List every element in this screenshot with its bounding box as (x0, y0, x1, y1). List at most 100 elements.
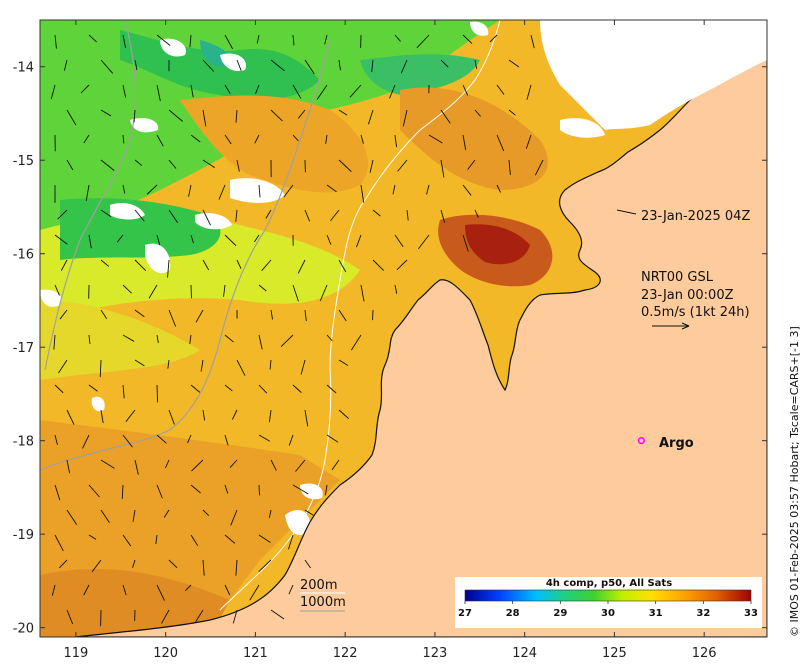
current-vector (122, 334, 135, 342)
current-vector (134, 309, 145, 318)
colorbar-background (455, 577, 762, 628)
current-vector (269, 359, 272, 370)
current-vector (54, 534, 64, 552)
y-tick-label: -14 (13, 61, 34, 76)
current-vector (189, 334, 192, 344)
cloud (285, 510, 311, 535)
sst-west-green (60, 198, 221, 260)
current-vector (338, 109, 348, 116)
current-vector (202, 109, 207, 127)
current-vector (280, 334, 294, 348)
current-vector (132, 559, 136, 568)
current-vector (156, 234, 161, 245)
current-vector (270, 309, 273, 320)
y-axis: -14 -15 -16 -17 -18 -19 -20 (13, 61, 767, 637)
current-vector (325, 484, 328, 496)
current-vector (134, 259, 147, 272)
current-vector (100, 109, 112, 117)
current-vector (224, 134, 232, 145)
y-tick-label: -19 (13, 528, 34, 543)
current-vector (508, 159, 511, 176)
current-vector (202, 59, 215, 72)
argo-label: Argo (659, 436, 694, 451)
map-border (39, 19, 768, 638)
current-vector (292, 484, 309, 495)
current-vector (168, 409, 175, 425)
current-vector (168, 109, 184, 122)
current-vector (270, 109, 283, 122)
current-vector (349, 84, 362, 98)
current-vector (288, 534, 294, 550)
current-vector (224, 584, 231, 596)
current-vector-field (50, 34, 544, 627)
current-vector (148, 284, 158, 299)
current-vector (440, 159, 445, 178)
cloud (145, 243, 171, 274)
current-scale-label: 0.5m/s (1kt 24h) (641, 305, 750, 320)
current-vector (372, 209, 381, 217)
current-vector (224, 534, 236, 544)
current-vector (304, 409, 309, 427)
current-vector (54, 284, 60, 296)
current-vector (326, 434, 339, 443)
current-vector (258, 484, 260, 496)
current-vector (66, 509, 78, 525)
current-vector (200, 359, 204, 372)
current-vector (66, 159, 74, 171)
time-pointer (616, 209, 637, 215)
current-vector (292, 134, 299, 142)
current-vector (190, 134, 201, 143)
current-vector (133, 109, 136, 123)
current-vector (295, 459, 306, 472)
sst-south-warmer (40, 569, 230, 637)
current-vector (526, 84, 532, 100)
current-vector (100, 509, 110, 523)
current-vector (304, 559, 311, 569)
current-vector (66, 409, 75, 425)
current-vector (258, 559, 272, 572)
current-vector (57, 209, 68, 220)
current-vector (270, 609, 285, 620)
current-vector (88, 484, 100, 498)
current-vector (156, 384, 159, 403)
current-vector (66, 109, 77, 126)
current-vector (54, 34, 57, 49)
current-vector (369, 159, 374, 173)
current-vector (261, 259, 272, 271)
sst-hot-red (465, 224, 530, 265)
current-vector (394, 134, 398, 148)
current-vector (100, 309, 108, 320)
side-caption: © IMOS 01-Feb-2025 03:57 Hobart; Tscale=… (788, 326, 801, 637)
current-vector (122, 584, 127, 596)
scale-arrow (652, 322, 690, 330)
current-vector (254, 134, 260, 144)
current-vector (54, 234, 68, 245)
current-vector (190, 484, 201, 494)
current-vector (462, 84, 469, 96)
argo-marker[interactable] (637, 437, 645, 445)
current-vector (161, 609, 170, 624)
x-tick-label: 123 (422, 646, 447, 661)
current-vector (202, 559, 205, 576)
current-vector (58, 559, 68, 569)
current-vector (367, 109, 374, 125)
colorbar: 4h comp, p50, All Sats 27 28 29 30 31 32 33 (455, 577, 762, 628)
current-vector (60, 259, 68, 271)
current-vector (202, 259, 210, 271)
current-vector (258, 434, 271, 442)
current-vector (292, 84, 302, 99)
current-vector (440, 59, 449, 68)
cloud (560, 118, 605, 138)
x-tick-label: 121 (243, 646, 268, 661)
current-vector (297, 259, 306, 274)
current-vector (426, 184, 430, 195)
current-vector (190, 534, 199, 547)
current-vector (474, 209, 479, 218)
current-vector (417, 234, 430, 250)
current-vector (202, 209, 211, 226)
current-vector (122, 384, 125, 399)
current-vector (288, 434, 294, 446)
current-vector (338, 309, 347, 322)
current-vector (268, 509, 272, 518)
